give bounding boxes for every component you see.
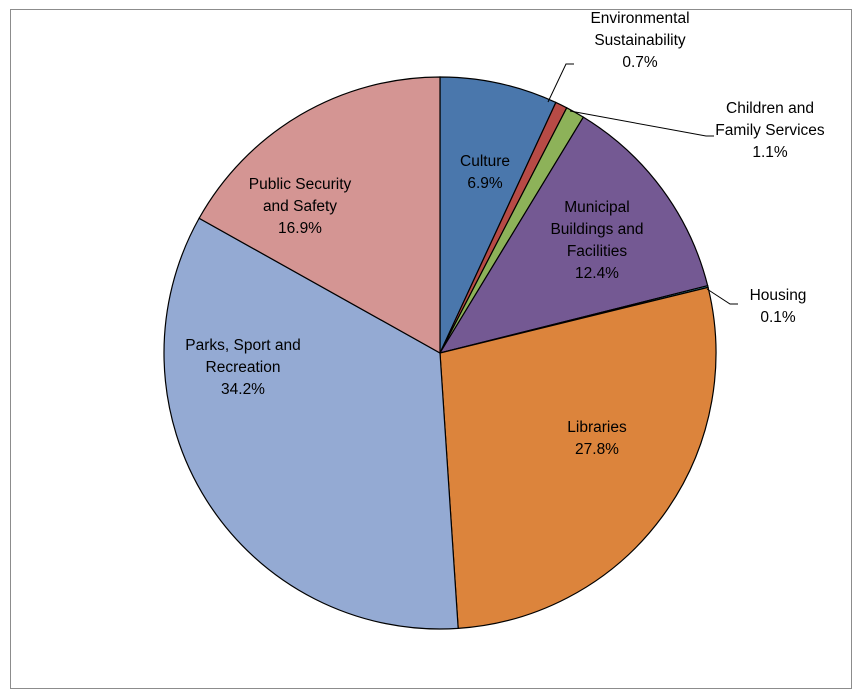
pie-slices [163, 76, 717, 630]
pie-slice-public-security-and-safety [198, 76, 441, 355]
pie-slice-libraries [439, 286, 717, 630]
pie-slice-municipal-buildings-and-facilities [438, 116, 709, 354]
data-label-public-security-and-safety: Public Security and Safety 16.9% [249, 176, 352, 237]
leader-line-children-and-family-services [569, 110, 714, 137]
data-label-housing: Housing 0.1% [750, 287, 807, 326]
data-label-parks-sport-and-recreation: Parks, Sport and Recreation 34.2% [185, 337, 300, 398]
data-label-children-and-family-services: Children and Family Services 1.1% [715, 100, 825, 161]
leader-line-environmental-sustainability [547, 63, 574, 103]
data-label-municipal-buildings-and-facilities: Municipal Buildings and Facilities 12.4% [550, 199, 643, 282]
data-label-culture: Culture 6.9% [460, 153, 510, 192]
data-label-environmental-sustainability: Environmental Sustainability 0.7% [590, 10, 689, 71]
pie-slice-parks-sport-and-recreation [163, 217, 459, 630]
pie-slice-culture [439, 76, 557, 354]
leader-line-housing [706, 288, 738, 305]
data-label-libraries: Libraries 27.8% [567, 419, 627, 458]
